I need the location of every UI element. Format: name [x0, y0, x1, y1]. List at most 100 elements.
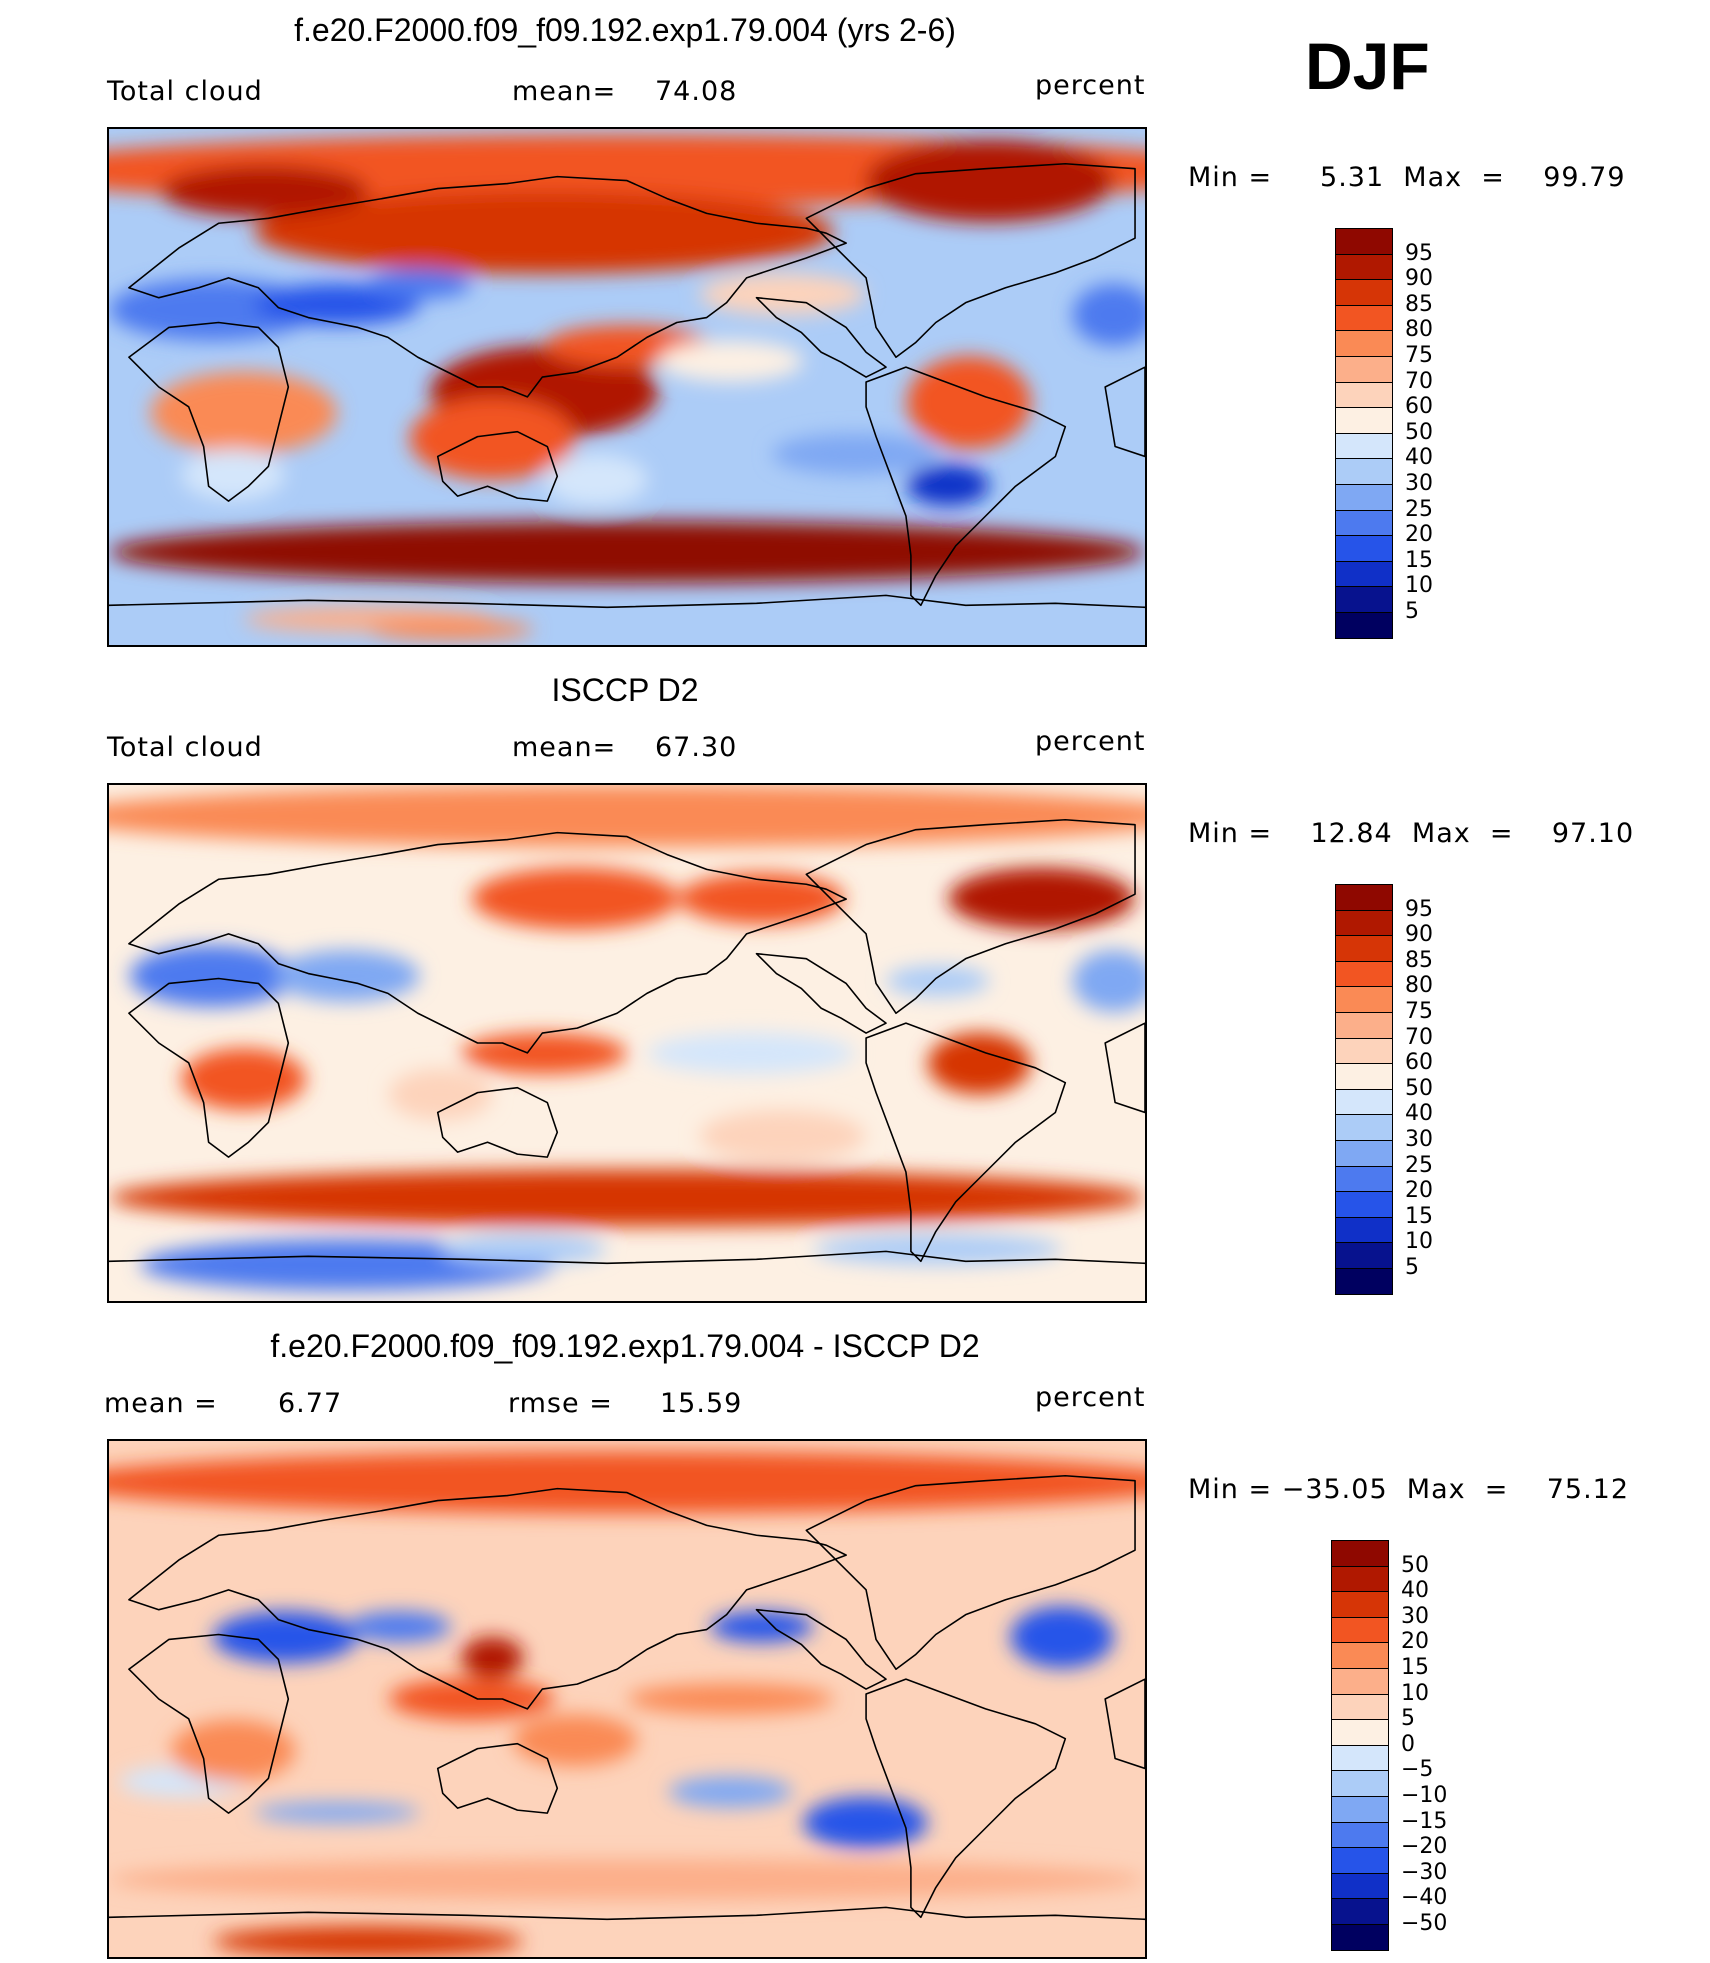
- colorbar-swatch: [1331, 1821, 1389, 1849]
- panel-1-units: percent: [1035, 70, 1146, 101]
- colorbar-swatch: [1331, 1693, 1389, 1721]
- colorbar-swatch: [1331, 1591, 1389, 1619]
- colorbar-swatch: [1335, 960, 1393, 988]
- field-contour-region: [109, 1858, 1145, 1901]
- colorbar-tick-label: 90: [1405, 266, 1433, 292]
- colorbar-swatch: [1335, 1037, 1393, 1065]
- colorbar-swatch: [1331, 1642, 1389, 1670]
- panel-2-title: ISCCP D2: [551, 672, 699, 708]
- field-contour-region: [813, 1233, 1063, 1265]
- field-contour-region: [865, 139, 1114, 222]
- field-contour-region: [906, 464, 990, 506]
- field-contour-region: [388, 1678, 555, 1720]
- colorbar-tick-label: 50: [1405, 1075, 1433, 1101]
- colorbar-tick-label: 60: [1405, 1050, 1433, 1076]
- field-anomaly-layer: [109, 785, 1145, 1291]
- colorbar-swatch: [1335, 279, 1393, 307]
- colorbar-tick-label: 30: [1405, 471, 1433, 496]
- colorbar-tick-label: 20: [1405, 1178, 1433, 1204]
- panel-3-units: percent: [1035, 1382, 1146, 1413]
- colorbar-tick-label: 25: [1405, 496, 1433, 522]
- field-contour-region: [513, 1714, 638, 1767]
- field-contour-region: [1072, 283, 1145, 346]
- colorbar-tick-label: −20: [1401, 1834, 1448, 1860]
- field-contour-region: [461, 1637, 524, 1679]
- panel-2-field-label: Total cloud: [107, 732, 263, 763]
- colorbar-swatch: [1331, 1540, 1389, 1568]
- panel-1-title: f.e20.F2000.f09_f09.192.exp1.79.004 (yrs…: [294, 12, 956, 48]
- coastline-path: [865, 366, 1067, 607]
- coastline-path: [755, 952, 887, 1034]
- colorbar-swatch: [1335, 1165, 1393, 1193]
- colorbar-swatch: [1335, 1088, 1393, 1116]
- colorbar-tick-label: 5: [1405, 599, 1419, 624]
- field-contour-region: [1010, 1606, 1114, 1669]
- colorbar-swatch: [1335, 1140, 1393, 1168]
- colorbar-swatch: [1335, 1063, 1393, 1091]
- coastline-path: [805, 818, 1136, 1015]
- field-contour-region: [668, 1776, 793, 1808]
- field-contour-region: [906, 356, 1032, 449]
- colorbar-tick-label: 25: [1405, 1152, 1433, 1178]
- panel-1-map: [107, 127, 1147, 647]
- colorbar-swatch: [1335, 1012, 1393, 1040]
- field-contour-region: [109, 1169, 1145, 1227]
- colorbar-tick-label: 40: [1401, 1578, 1429, 1604]
- panel-3-contour-field: [109, 1441, 1145, 1957]
- coastline-path: [755, 1608, 887, 1690]
- field-contour-region: [461, 1032, 627, 1074]
- colorbar-swatch: [1335, 560, 1393, 588]
- colorbar-tick-label: 60: [1405, 394, 1433, 420]
- coastline-path: [109, 1250, 1145, 1265]
- field-contour-region: [150, 371, 337, 455]
- field-contour-region: [709, 1611, 814, 1643]
- panel-2-contour-field: [109, 785, 1145, 1301]
- colorbar-tick-label: 15: [1405, 547, 1433, 573]
- colorbar-tick-label: 85: [1405, 291, 1433, 317]
- field-contour-region: [109, 785, 1145, 847]
- colorbar-swatch: [1335, 1242, 1393, 1270]
- colorbar-swatch: [1335, 612, 1393, 640]
- panel-3-rmse-label: rmse =: [508, 1388, 613, 1419]
- colorbar-swatch: [1335, 432, 1393, 460]
- colorbar-swatch: [1335, 986, 1393, 1014]
- coastline-path: [128, 977, 290, 1158]
- colorbar-swatch: [1335, 381, 1393, 409]
- panel-3-min-max: Min = −35.05 Max = 75.12: [1188, 1474, 1630, 1505]
- coastline-path: [1104, 1678, 1145, 1770]
- field-contour-region: [886, 965, 990, 997]
- colorbar-swatch: [1331, 1719, 1389, 1747]
- colorbar-swatch: [1331, 1565, 1389, 1593]
- field-contour-region: [212, 1926, 524, 1957]
- colorbar-swatch: [1335, 1216, 1393, 1244]
- coastlines: [109, 818, 1145, 1265]
- field-contour-region: [627, 1683, 835, 1715]
- field-contour-region: [471, 867, 679, 930]
- colorbar-tick-label: 5: [1401, 1706, 1415, 1732]
- field-contour-region: [409, 397, 576, 480]
- coastline-path: [755, 296, 887, 378]
- field-contour-region: [160, 165, 368, 217]
- colorbar-tick-label: −10: [1401, 1783, 1448, 1808]
- colorbar-tick-label: −15: [1401, 1808, 1448, 1834]
- panel-1-mean-value: 74.08: [655, 76, 738, 107]
- field-contour-region: [254, 1802, 420, 1823]
- panel-2-units: percent: [1035, 726, 1146, 757]
- colorbar-tick-label: 10: [1405, 1229, 1433, 1255]
- colorbar-tick-label: 95: [1405, 240, 1433, 266]
- colorbar-swatch: [1335, 1268, 1393, 1296]
- colorbar-swatch: [1335, 909, 1393, 937]
- colorbar-swatch: [1335, 304, 1393, 332]
- coastline-path: [128, 321, 290, 502]
- field-contour-region: [647, 1032, 855, 1074]
- field-anomaly-layer: [109, 1451, 1145, 1957]
- panel-3-mean-label: mean =: [104, 1388, 218, 1419]
- colorbar-swatch: [1335, 458, 1393, 486]
- colorbar-tick-label: 30: [1405, 1127, 1433, 1152]
- colorbar-swatch: [1335, 484, 1393, 512]
- colorbar-tick-label: 40: [1405, 1101, 1433, 1127]
- colorbar-tick-label: −5: [1401, 1757, 1434, 1783]
- panel-1-contour-field: [109, 129, 1145, 645]
- coastline-path: [865, 1678, 1067, 1919]
- colorbar-tick-label: 70: [1405, 1024, 1433, 1050]
